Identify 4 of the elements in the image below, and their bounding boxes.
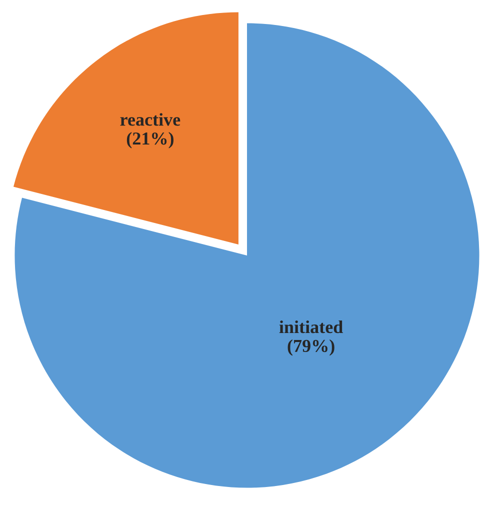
data-label: (79%) <box>288 339 334 356</box>
slice-label: initiated <box>279 320 343 334</box>
data-label: (21%) <box>126 132 174 148</box>
slice-label: reactive <box>120 113 180 126</box>
